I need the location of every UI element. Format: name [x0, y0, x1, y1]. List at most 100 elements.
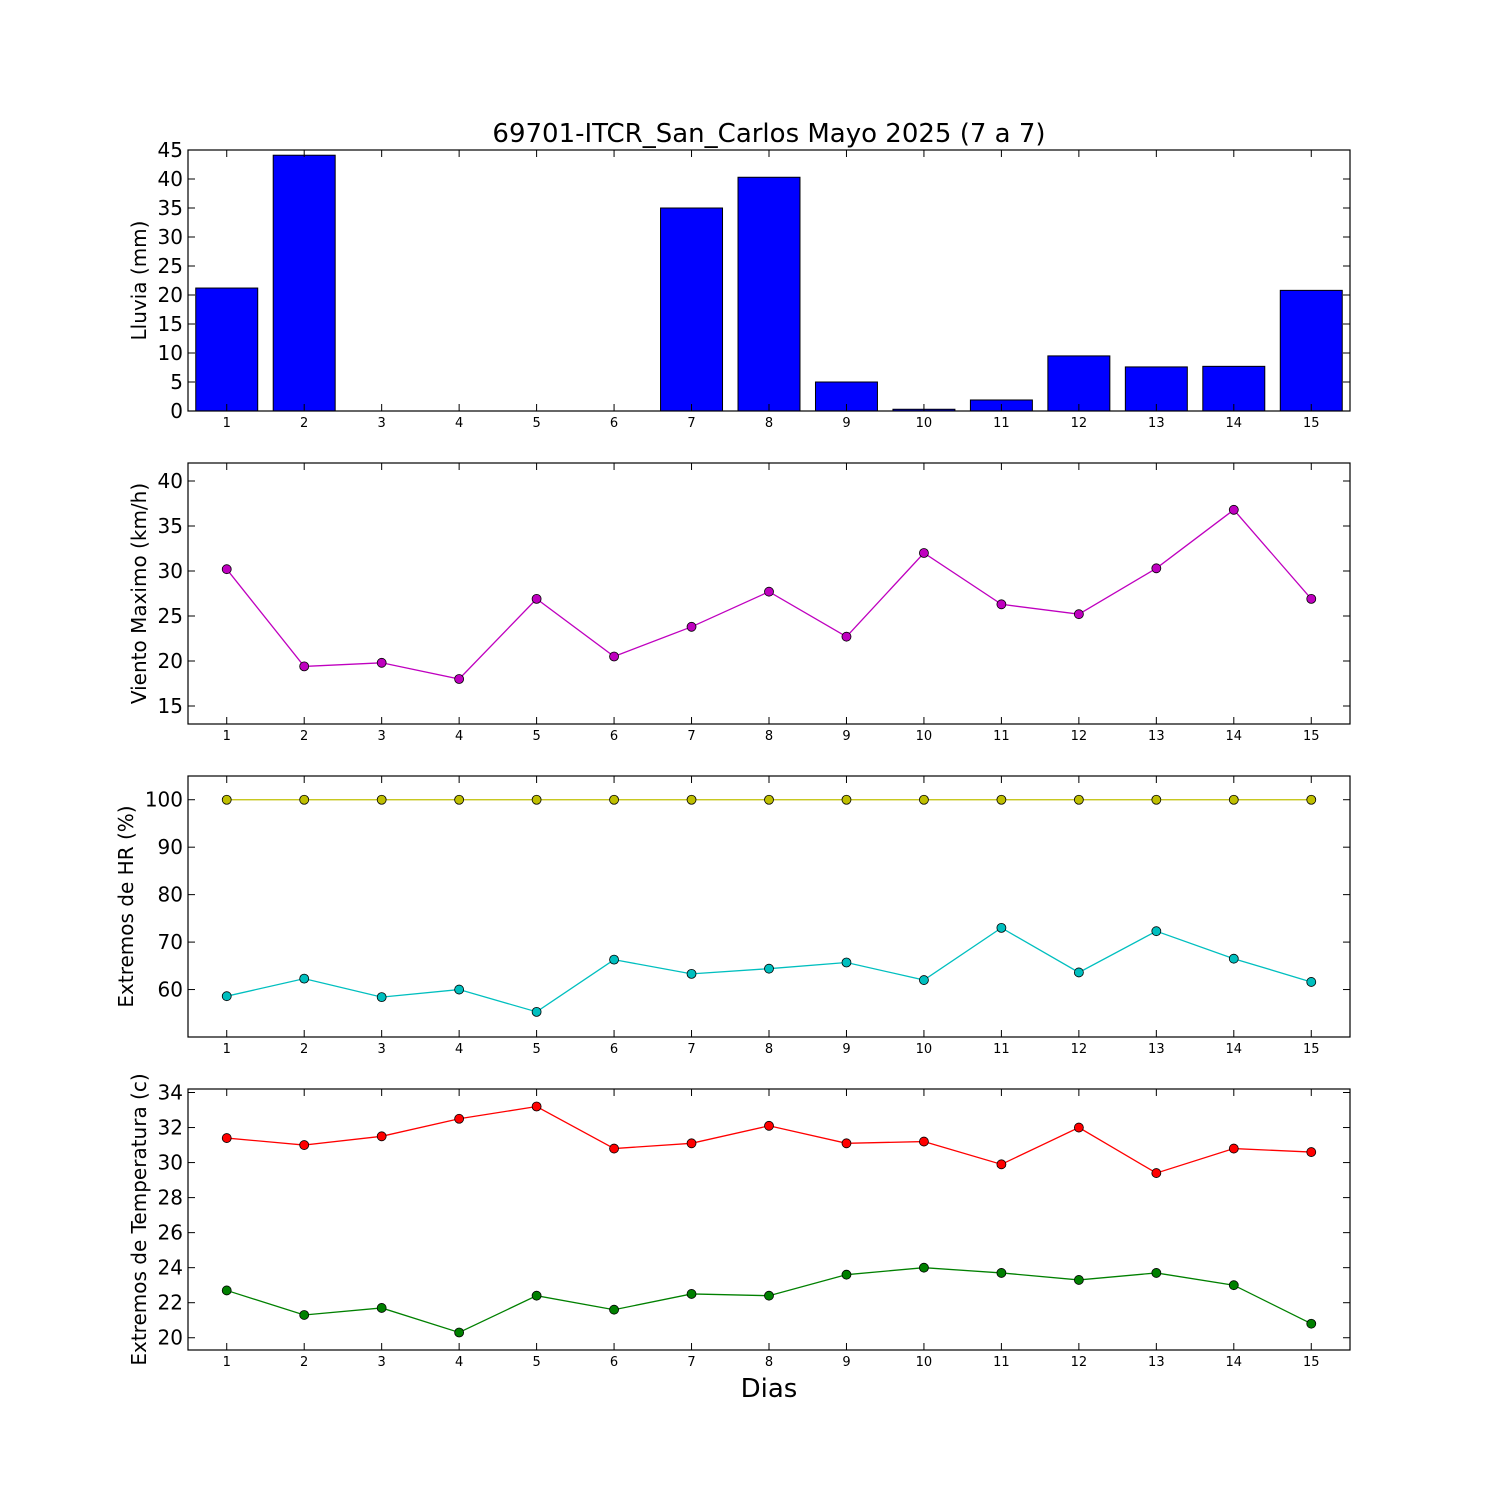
x-tick-label: 6	[610, 416, 618, 431]
y-tick-label: 25	[158, 604, 183, 628]
data-point-1-4	[454, 674, 465, 684]
data-point-1-9	[841, 631, 852, 642]
y-tick-label: 22	[158, 1291, 183, 1315]
data-point-1-5	[531, 794, 542, 805]
x-tick-label: 11	[993, 1355, 1010, 1370]
x-tick-label: 9	[842, 1042, 850, 1057]
data-point-1-2	[299, 1140, 310, 1150]
data-point-1-5	[531, 1101, 542, 1112]
data-point-1-7	[686, 1138, 697, 1149]
data-point-1-15	[1306, 1147, 1317, 1157]
x-tick-label: 15	[1303, 416, 1320, 431]
x-tick-label: 7	[687, 729, 695, 744]
data-point-1-11	[996, 1159, 1007, 1170]
y-tick-label: 0	[170, 399, 183, 423]
x-tick-label: 11	[993, 416, 1010, 431]
y-tick-label: 20	[158, 1326, 183, 1350]
x-tick-label: 7	[687, 1355, 695, 1370]
y-tick-label: 26	[158, 1221, 183, 1245]
data-point-1-10	[919, 1136, 929, 1147]
x-tick-label: 1	[223, 416, 231, 431]
y-tick-label: 15	[158, 694, 183, 718]
x-tick-label: 3	[378, 416, 386, 431]
y-tick-label: 45	[158, 138, 183, 162]
x-tick-label: 1	[223, 729, 231, 744]
x-tick-label: 4	[455, 729, 463, 744]
x-tick-label: 5	[532, 1355, 540, 1370]
x-tick-label: 5	[532, 1042, 540, 1057]
data-point-2-7	[686, 1289, 697, 1299]
data-point-1-12	[1073, 609, 1084, 620]
data-point-1-4	[454, 794, 465, 805]
x-tick-label: 10	[916, 416, 933, 431]
data-point-1-11	[996, 794, 1007, 805]
x-axis-label: Dias	[741, 1374, 798, 1404]
x-tick-label: 2	[300, 1355, 308, 1370]
data-point-1-8	[764, 1120, 774, 1131]
x-tick-label: 8	[765, 1042, 773, 1057]
x-tick-label: 12	[1071, 1355, 1088, 1370]
x-tick-label: 13	[1148, 416, 1165, 431]
data-point-2-13	[1151, 926, 1162, 937]
y-tick-label: 28	[158, 1186, 183, 1210]
data-point-1-14	[1228, 794, 1239, 805]
x-tick-label: 14	[1226, 1355, 1243, 1370]
x-tick-label: 6	[610, 1042, 618, 1057]
x-tick-label: 10	[916, 1042, 933, 1057]
y-tick-label: 25	[158, 254, 183, 278]
data-point-1-10	[919, 548, 929, 558]
x-tick-label: 4	[455, 1042, 463, 1057]
data-point-2-8	[764, 963, 774, 974]
data-point-1-10	[919, 794, 929, 805]
data-point-2-1	[221, 1285, 232, 1296]
y-tick-label: 10	[158, 341, 183, 365]
data-point-2-6	[609, 1304, 619, 1315]
x-tick-label: 14	[1226, 1042, 1243, 1057]
y-tick-label: 60	[158, 978, 183, 1002]
data-point-1-3	[376, 1131, 387, 1142]
data-point-1-9	[841, 1138, 852, 1149]
data-point-1-2	[299, 661, 310, 672]
data-point-1-12	[1073, 794, 1084, 805]
y-tick-label: 34	[158, 1081, 183, 1105]
y-tick-label: 100	[145, 788, 183, 812]
x-tick-label: 3	[378, 1042, 386, 1057]
x-tick-label: 12	[1071, 416, 1088, 431]
data-point-2-10	[919, 975, 929, 985]
x-tick-label: 3	[378, 1355, 386, 1370]
x-tick-label: 12	[1071, 1042, 1088, 1057]
data-point-1-7	[686, 621, 697, 632]
y-tick-label: 20	[158, 649, 183, 673]
data-point-1-15	[1306, 594, 1317, 604]
data-point-2-11	[996, 922, 1007, 933]
data-point-1-5	[531, 594, 542, 604]
x-tick-label: 13	[1148, 1355, 1165, 1370]
x-tick-label: 15	[1303, 1042, 1320, 1057]
data-point-1-12	[1073, 1122, 1084, 1133]
data-point-2-14	[1228, 1280, 1239, 1291]
x-tick-label: 9	[842, 1355, 850, 1370]
data-point-2-10	[919, 1262, 929, 1273]
y-tick-label: 30	[158, 559, 183, 583]
y-axis-label: Extremos de Temperatura (c)	[127, 1073, 151, 1365]
x-tick-label: 9	[842, 729, 850, 744]
x-tick-label: 11	[993, 729, 1010, 744]
data-point-2-5	[531, 1006, 542, 1017]
data-point-2-3	[376, 992, 387, 1003]
data-point-1-6	[609, 1143, 619, 1154]
y-tick-label: 20	[158, 283, 183, 307]
data-point-2-11	[996, 1268, 1007, 1278]
bar-day-2	[272, 154, 336, 412]
y-tick-label: 40	[158, 167, 183, 191]
x-tick-label: 13	[1148, 1042, 1165, 1057]
x-tick-label: 2	[300, 729, 308, 744]
data-point-1-13	[1151, 794, 1162, 805]
data-point-2-15	[1306, 1318, 1317, 1329]
x-tick-label: 10	[916, 729, 933, 744]
data-point-1-6	[609, 794, 619, 805]
y-axis-label: Lluvia (mm)	[127, 221, 151, 341]
